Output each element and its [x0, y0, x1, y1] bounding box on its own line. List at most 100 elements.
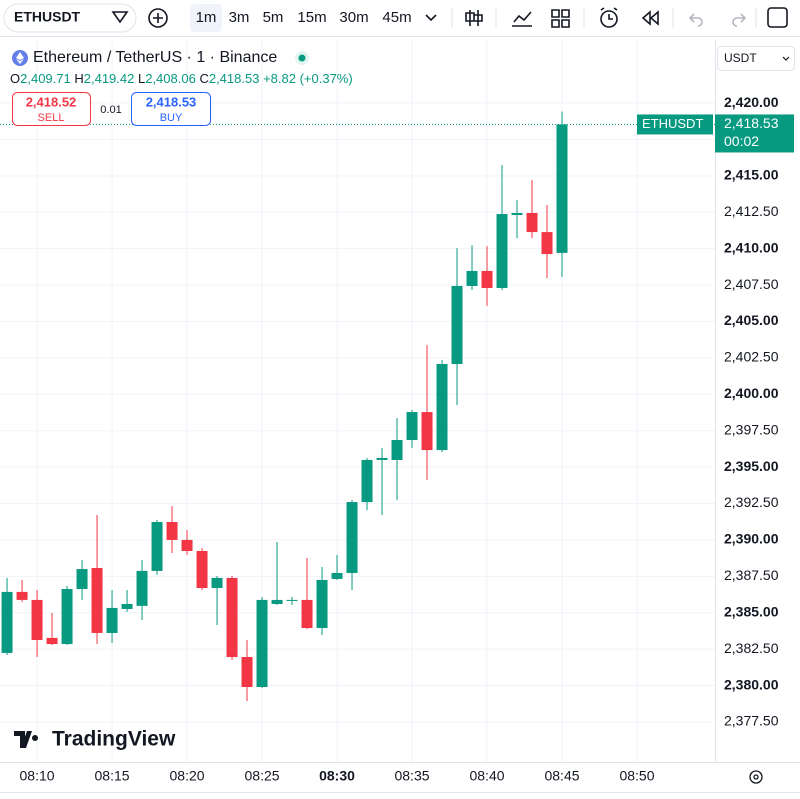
candle-body — [181, 539, 193, 551]
undo[interactable] — [688, 13, 703, 27]
indicators[interactable] — [512, 11, 532, 27]
sell-price[interactable]: 2,418.52 — [26, 94, 77, 109]
x-tick-label: 08:25 — [245, 768, 280, 784]
ohlc-value: 2,409.71 — [20, 71, 71, 86]
candle-body — [301, 599, 313, 629]
candle-body — [346, 502, 358, 573]
candle-body — [76, 569, 88, 589]
replay[interactable] — [641, 10, 659, 26]
symbol-search[interactable] — [3, 3, 137, 33]
alert[interactable] — [600, 10, 618, 28]
interval[interactable]: 3m — [229, 9, 250, 26]
y-tick-label: 2,382.50 — [724, 640, 779, 656]
y-tick-label: 2,377.50 — [724, 713, 779, 729]
add-symbol[interactable] — [148, 8, 168, 28]
ohlc-label: O — [10, 71, 20, 86]
layouts[interactable] — [551, 9, 570, 28]
market-status-dot — [298, 54, 306, 62]
y-tick-label: 2,405.00 — [724, 312, 779, 328]
ohlc-value: 2,418.53 — [209, 71, 260, 86]
x-tick-label: 08:50 — [619, 768, 654, 784]
candle-body — [436, 364, 448, 451]
candle-body — [61, 588, 73, 645]
candle-body — [151, 522, 163, 571]
ohlc-label: C — [199, 71, 208, 86]
y-tick-label: 2,395.00 — [724, 458, 779, 474]
interval[interactable]: 1m — [196, 9, 217, 26]
y-tick-label: 2,380.00 — [724, 676, 779, 692]
candle-body — [391, 440, 403, 460]
candle-body — [286, 599, 298, 601]
ohlc-label: L — [138, 71, 145, 86]
sell-button[interactable] — [12, 92, 91, 126]
candle-body — [556, 124, 568, 253]
coin-logo-mark — [16, 52, 24, 64]
last-price-label: 2,418.53 — [724, 115, 779, 131]
buy-label[interactable]: BUY — [160, 112, 183, 124]
candle-body — [451, 285, 463, 365]
y-tick-label: 2,387.50 — [724, 567, 779, 583]
x-tick-label: 08:20 — [170, 768, 205, 784]
candles — [0, 111, 715, 701]
symbol-tag-label: ETHUSDT — [642, 116, 703, 131]
interval[interactable]: 15m — [297, 9, 326, 26]
interval[interactable]: 5m — [263, 9, 284, 26]
interval-dropdown[interactable] — [425, 14, 437, 22]
chart-type[interactable] — [465, 10, 483, 26]
ohlc-value: 2,419.42 — [84, 71, 135, 86]
currency-select[interactable] — [717, 46, 795, 71]
y-tick-label: 2,402.50 — [724, 349, 779, 365]
ohlc-legend: O2,409.71 H2,419.42 L2,408.06 C2,418.53 … — [10, 71, 353, 86]
symbol-tag — [637, 114, 713, 135]
candle-body — [106, 607, 118, 633]
settings[interactable] — [749, 770, 763, 784]
candle-body — [166, 522, 178, 540]
candle-body — [196, 550, 208, 588]
candle-body — [31, 599, 43, 640]
candle-body — [331, 572, 343, 579]
buy-price[interactable]: 2,418.53 — [146, 94, 197, 109]
interval-active-bg — [190, 4, 222, 32]
ohlc-value: 2,408.06 — [145, 71, 196, 86]
candle-body — [421, 412, 433, 451]
y-tick-label: 2,415.00 — [724, 167, 779, 183]
buy-button[interactable] — [131, 92, 211, 126]
watermark: TradingView — [52, 728, 176, 751]
candle-body — [46, 637, 58, 645]
sell-label[interactable]: SELL — [38, 112, 65, 124]
fullscreen[interactable] — [767, 7, 788, 28]
candle-body — [271, 599, 283, 604]
candle-body — [1, 591, 13, 653]
symbol[interactable]: ETHUSDT — [14, 9, 81, 25]
y-tick-label: 2,420.00 — [724, 94, 779, 110]
y-tick-label: 2,397.50 — [724, 421, 779, 437]
interval[interactable]: 45m — [382, 9, 411, 26]
interval[interactable]: 30m — [339, 9, 368, 26]
y-tick-label: 2,390.00 — [724, 531, 779, 547]
redo[interactable] — [732, 13, 747, 27]
candle-body — [481, 270, 493, 288]
x-tick-label: 08:45 — [544, 768, 579, 784]
ohlc-label: H — [74, 71, 83, 86]
candle-body — [541, 232, 553, 255]
y-tick-label: 2,400.00 — [724, 385, 779, 401]
currency[interactable]: USDT — [724, 51, 757, 65]
candle-body — [526, 213, 538, 233]
watermark-logo — [14, 731, 39, 748]
candle-body — [496, 214, 508, 288]
x-tick-label: 08:15 — [95, 768, 130, 784]
candle-body — [16, 591, 28, 600]
countdown: 00:02 — [724, 133, 759, 149]
alert-hands — [600, 7, 618, 20]
symbol-icon[interactable] — [111, 11, 129, 24]
candle-body — [226, 577, 238, 658]
y-tick-label: 2,385.00 — [724, 603, 779, 619]
plot-layer — [0, 40, 800, 763]
x-tick-label: 08:10 — [20, 768, 55, 784]
currency-chevron — [782, 56, 790, 61]
candle-body — [361, 459, 373, 503]
last-price-tag — [715, 114, 794, 153]
candle-body — [406, 412, 418, 441]
candle-body — [211, 577, 223, 588]
